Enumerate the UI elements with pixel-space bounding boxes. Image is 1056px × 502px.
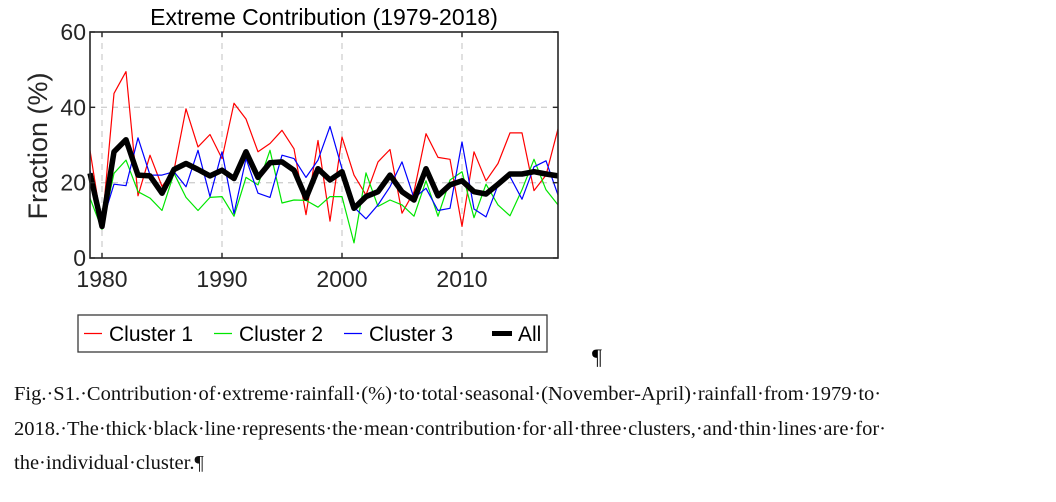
figure-caption: Fig.·S1.·Contribution·of·extreme·rainfal…	[14, 377, 1054, 481]
y-tick-label: 20	[60, 170, 86, 196]
series-line-cluster-2	[89, 149, 559, 244]
y-tick-label: 40	[60, 94, 86, 120]
pilcrow-mark: ¶	[592, 344, 602, 369]
x-tick-label: 1990	[196, 266, 247, 292]
y-tick-label: 0	[73, 245, 86, 271]
series-line-cluster-3	[89, 125, 559, 224]
y-axis-label: Fraction (%)	[23, 72, 53, 219]
series-line-cluster-1	[89, 70, 559, 227]
chart-title: Extreme Contribution (1979-2018)	[150, 4, 498, 30]
x-tick-label: 2000	[316, 266, 367, 292]
line-chart: Extreme Contribution (1979-2018) 1980 199…	[23, 4, 559, 353]
legend: Cluster 1 Cluster 2 Cluster 3 All	[77, 314, 548, 353]
legend-label: Cluster 3	[369, 323, 453, 346]
legend-box	[77, 314, 548, 353]
x-tick-label: 2010	[436, 266, 487, 292]
axes-box	[89, 31, 559, 259]
x-tick-label: 1980	[76, 266, 127, 292]
series-line-all	[87, 136, 559, 230]
y-tick-label: 60	[60, 19, 86, 45]
legend-label: All	[518, 323, 541, 346]
legend-label: Cluster 2	[239, 323, 323, 346]
caption-line-3: the·individual·cluster.¶	[14, 452, 204, 474]
legend-label: Cluster 1	[109, 323, 193, 346]
caption-line-2: 2018.·The·thick·black·line·represents·th…	[14, 417, 886, 440]
ticks: 1980 1990 2000 2010 0 20 40 60	[60, 19, 558, 292]
caption-line-1: Fig.·S1.·Contribution·of·extreme·rainfal…	[14, 383, 882, 405]
series-group	[87, 70, 559, 244]
